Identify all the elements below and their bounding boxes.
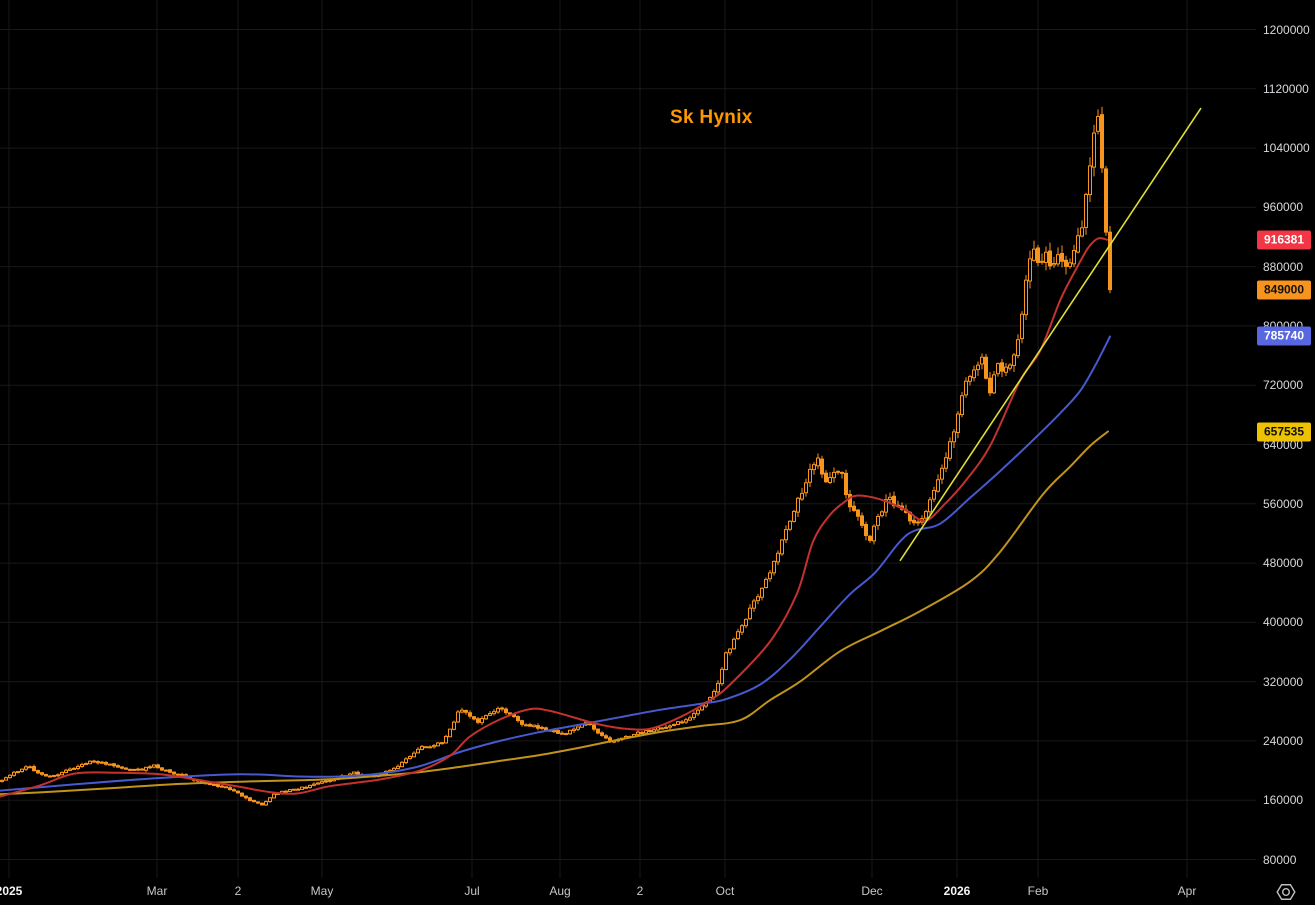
time-tick-label: Apr xyxy=(1177,884,1197,898)
time-tick-label: Oct xyxy=(715,884,735,898)
grid xyxy=(0,0,1256,878)
time-tick-label: May xyxy=(310,884,334,898)
price-chart-canvas[interactable] xyxy=(0,0,1256,878)
price-tick-label: 1040000 xyxy=(1263,141,1310,156)
price-tick-label: 320000 xyxy=(1263,674,1304,689)
ma-slow-line xyxy=(0,430,1109,796)
time-tick-label: Jul xyxy=(464,884,480,898)
candlestick-series xyxy=(0,106,1112,806)
chart-title: Sk Hynix xyxy=(670,107,753,128)
time-tick-label: 2 xyxy=(636,884,644,898)
price-badge-ma-slow: 657535 xyxy=(1257,422,1311,441)
price-badge-last-price: 849000 xyxy=(1257,280,1311,300)
price-tick-label: 1200000 xyxy=(1263,22,1310,37)
price-tick-label: 80000 xyxy=(1263,852,1297,867)
time-tick-label-year: 2026 xyxy=(943,884,971,898)
price-axis[interactable]: 80000 160000 240000 320000 400000 480000 56000… xyxy=(1256,0,1315,878)
time-axis[interactable]: 2025 Mar 2 May Jul Aug 2 Oct Dec 2026 Feb Apr xyxy=(0,878,1256,905)
ma-fast-line xyxy=(0,237,1108,798)
axis-settings-icon[interactable] xyxy=(1275,881,1297,903)
price-badge-ma-fast: 916381 xyxy=(1257,230,1311,250)
axis-corner xyxy=(1256,878,1315,905)
price-tick-label: 640000 xyxy=(1263,437,1304,452)
time-tick-label: Aug xyxy=(549,884,571,898)
time-tick-label: Mar xyxy=(146,884,168,898)
price-tick-label: 480000 xyxy=(1263,556,1304,571)
price-tick-label: 160000 xyxy=(1263,793,1304,808)
time-tick-label: Dec xyxy=(861,884,883,898)
time-tick-label-year: 2025 xyxy=(0,884,23,898)
price-tick-label: 1120000 xyxy=(1263,81,1309,96)
price-tick-label: 400000 xyxy=(1263,615,1304,630)
price-tick-label: 240000 xyxy=(1263,733,1304,748)
time-tick-label: 2 xyxy=(234,884,242,898)
price-tick-label: 720000 xyxy=(1263,378,1304,393)
price-tick-label: 560000 xyxy=(1263,496,1304,511)
price-tick-label: 880000 xyxy=(1263,259,1304,274)
trend-line[interactable] xyxy=(899,107,1202,562)
price-badge-ma-mid: 785740 xyxy=(1257,326,1311,346)
time-tick-label: Feb xyxy=(1027,884,1049,898)
ma-mid-line xyxy=(0,335,1111,792)
price-tick-label: 960000 xyxy=(1263,200,1304,215)
